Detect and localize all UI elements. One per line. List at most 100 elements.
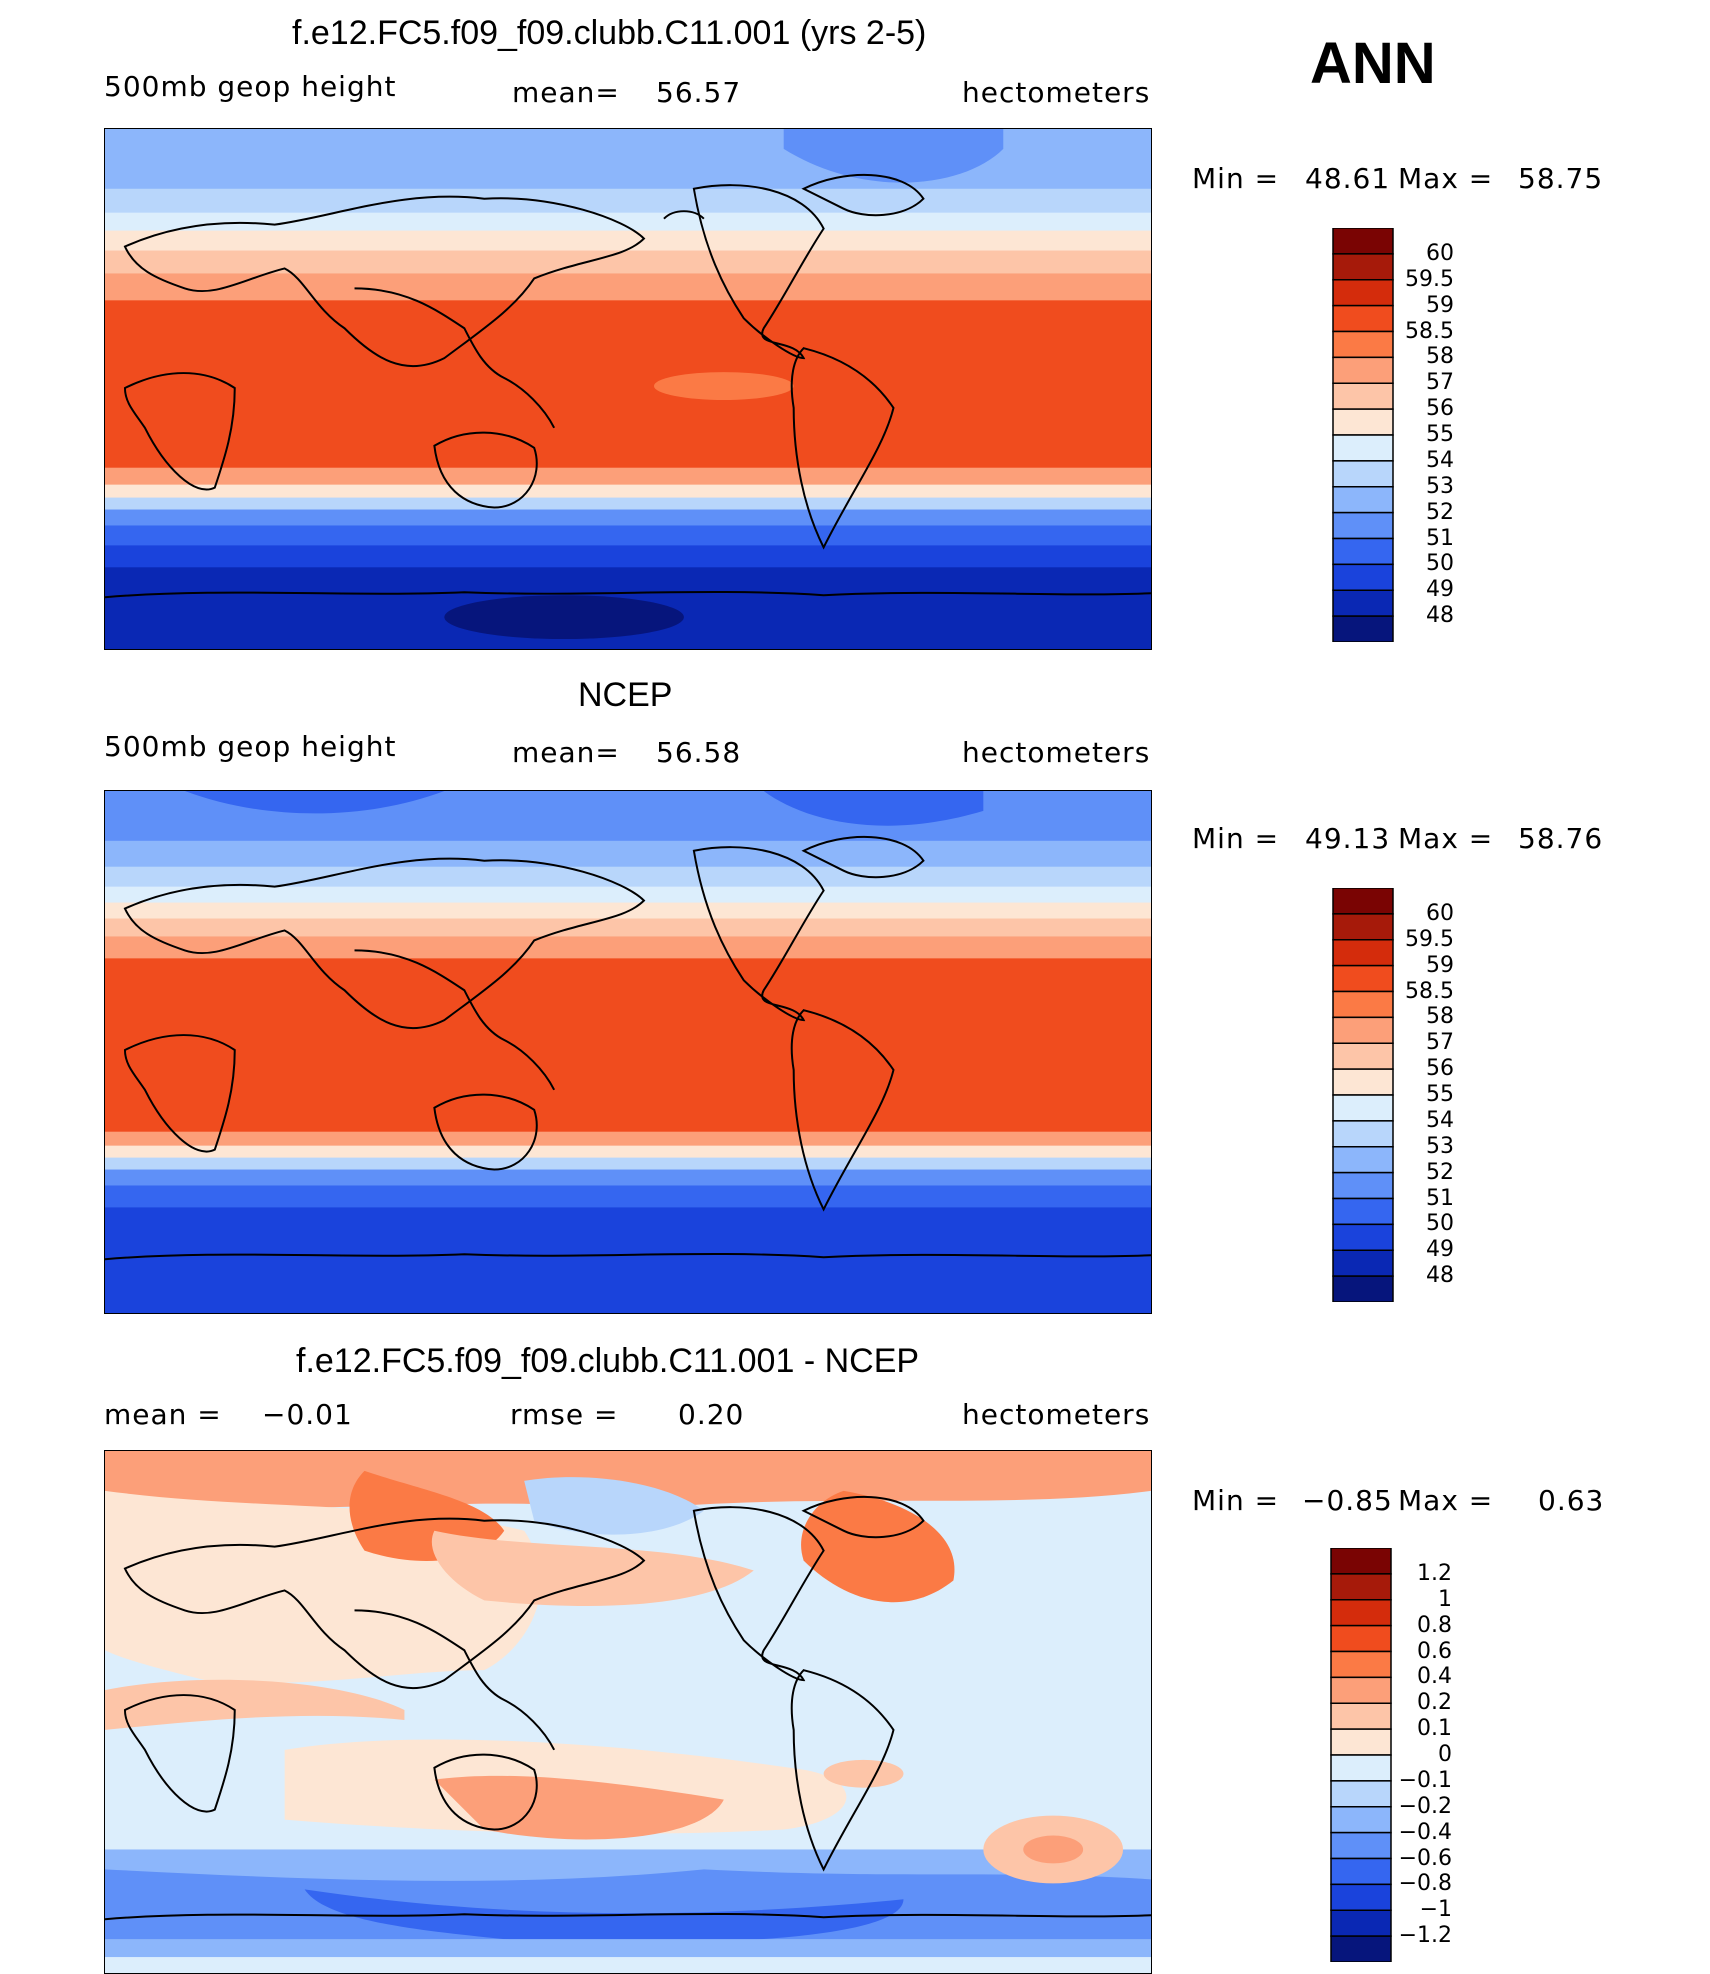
colorbar-swatch bbox=[1332, 382, 1394, 410]
colorbar-tick-label: 55 bbox=[1426, 1082, 1454, 1107]
colorbar-tick-label: 51 bbox=[1426, 525, 1454, 551]
colorbar-swatch bbox=[1330, 1806, 1392, 1834]
colorbar-swatch bbox=[1332, 408, 1394, 436]
colorbar-tick-label: 52 bbox=[1426, 499, 1454, 525]
panel-2-mean-label: mean= bbox=[512, 736, 620, 769]
colorbar-swatch bbox=[1332, 1016, 1394, 1044]
colorbar-tick-label: 59.5 bbox=[1405, 266, 1454, 292]
panel-1-mean-label: mean= bbox=[512, 76, 620, 109]
colorbar-tick-label: 51 bbox=[1426, 1185, 1454, 1211]
panel-3-colorbar bbox=[1330, 1548, 1392, 1962]
panel-2-max-label: Max = bbox=[1398, 822, 1494, 855]
colorbar-tick-label: 58 bbox=[1426, 344, 1454, 370]
colorbar-swatch bbox=[1332, 1042, 1394, 1070]
colorbar-tick-label: 58.5 bbox=[1405, 318, 1454, 344]
colorbar-tick-label: 58 bbox=[1426, 1004, 1454, 1030]
panel-3-title: f.e12.FC5.f09_f09.clubb.C11.001 - NCEP bbox=[296, 1342, 920, 1380]
colorbar-tick-label: −0.6 bbox=[1398, 1845, 1452, 1871]
panel-3-min-value: −0.85 bbox=[1302, 1484, 1393, 1517]
colorbar-swatch bbox=[1332, 356, 1394, 384]
panel-2-min-label: Min = bbox=[1192, 822, 1280, 855]
colorbar-swatch bbox=[1332, 964, 1394, 993]
panel-2-contour-fill bbox=[105, 791, 1151, 1313]
colorbar-swatch bbox=[1330, 1754, 1392, 1782]
colorbar-swatch bbox=[1332, 1068, 1394, 1096]
panel-3-rmse-label: rmse = bbox=[510, 1398, 619, 1431]
colorbar-tick-label: 59.5 bbox=[1405, 926, 1454, 952]
colorbar-tick-label: 60 bbox=[1426, 900, 1454, 926]
colorbar-swatch bbox=[1332, 939, 1394, 967]
colorbar-swatch bbox=[1332, 1171, 1394, 1200]
colorbar-tick-label: 52 bbox=[1426, 1159, 1454, 1185]
colorbar-tick-label: 55 bbox=[1426, 422, 1454, 447]
colorbar-swatch bbox=[1330, 1831, 1392, 1860]
colorbar-tick-label: 59 bbox=[1426, 292, 1454, 318]
panel-2-min-value: 49.13 bbox=[1305, 822, 1391, 855]
colorbar-swatch bbox=[1330, 1883, 1392, 1911]
colorbar-swatch bbox=[1332, 1146, 1394, 1174]
panel-3-units: hectometers bbox=[962, 1398, 1151, 1431]
panel-1-min-label: Min = bbox=[1192, 162, 1280, 195]
colorbar-tick-label: 57 bbox=[1426, 1030, 1454, 1056]
panel-1-coastlines bbox=[105, 173, 1151, 599]
colorbar-swatch bbox=[1332, 589, 1394, 617]
colorbar-swatch bbox=[1330, 1650, 1392, 1679]
colorbar-swatch bbox=[1330, 1909, 1392, 1937]
panel-3-max-label: Max = bbox=[1398, 1484, 1494, 1517]
panel-2-title: NCEP bbox=[578, 676, 673, 714]
panel-3-contour-fill bbox=[105, 1451, 1151, 1973]
colorbar-tick-label: −0.2 bbox=[1398, 1793, 1452, 1819]
colorbar-swatch bbox=[1332, 228, 1394, 255]
panel-2-map-svg bbox=[105, 791, 1151, 1313]
colorbar-swatch bbox=[1330, 1548, 1392, 1575]
colorbar-swatch bbox=[1332, 304, 1394, 333]
colorbar-swatch bbox=[1332, 1197, 1394, 1226]
panel-1-min-value: 48.61 bbox=[1305, 162, 1391, 195]
colorbar-swatch bbox=[1330, 1935, 1392, 1962]
colorbar-swatch bbox=[1330, 1599, 1392, 1627]
colorbar-swatch bbox=[1332, 1223, 1394, 1251]
colorbar-tick-label: 48 bbox=[1426, 603, 1454, 629]
colorbar-tick-label: −1.2 bbox=[1398, 1923, 1452, 1949]
panel-2-colorbar bbox=[1332, 888, 1394, 1302]
colorbar-swatch bbox=[1332, 1275, 1394, 1302]
colorbar-tick-label: 50 bbox=[1426, 551, 1454, 577]
colorbar-swatch bbox=[1332, 888, 1394, 915]
panel-3-min-label: Min = bbox=[1192, 1484, 1280, 1517]
colorbar-tick-label: 54 bbox=[1426, 1107, 1454, 1133]
panel-1-map bbox=[104, 128, 1152, 650]
colorbar-tick-label: 49 bbox=[1426, 1237, 1454, 1263]
colorbar-tick-label: −0.1 bbox=[1398, 1767, 1452, 1793]
panel-1-colorbar-svg bbox=[1332, 228, 1394, 642]
colorbar-tick-label: 48 bbox=[1426, 1263, 1454, 1289]
colorbar-tick-label: 0.2 bbox=[1417, 1690, 1452, 1716]
panel-2-mean-value: 56.58 bbox=[656, 736, 742, 769]
panel-3-map bbox=[104, 1450, 1152, 1974]
panel-1-max-value: 58.75 bbox=[1518, 162, 1604, 195]
panel-1-max-label: Max = bbox=[1398, 162, 1494, 195]
panel-3-colorbar-svg bbox=[1330, 1548, 1392, 1962]
colorbar-tick-label: −0.4 bbox=[1398, 1819, 1452, 1845]
panel-1-units: hectometers bbox=[962, 76, 1151, 109]
colorbar-tick-label: 0.1 bbox=[1417, 1716, 1452, 1742]
season-label: ANN bbox=[1310, 31, 1436, 96]
panel-2-variable-label: 500mb geop height bbox=[104, 730, 397, 763]
panel-1-mean-value: 56.57 bbox=[656, 76, 742, 109]
panel-3-map-svg bbox=[105, 1451, 1151, 1973]
colorbar-tick-label: 57 bbox=[1426, 370, 1454, 396]
colorbar-swatch bbox=[1332, 486, 1394, 514]
colorbar-swatch bbox=[1332, 1120, 1394, 1148]
colorbar-swatch bbox=[1332, 990, 1394, 1019]
colorbar-tick-label: −0.8 bbox=[1398, 1871, 1452, 1897]
colorbar-tick-label: 56 bbox=[1426, 1056, 1454, 1082]
colorbar-swatch bbox=[1332, 253, 1394, 281]
panel-2-max-value: 58.76 bbox=[1518, 822, 1604, 855]
colorbar-tick-label: −1 bbox=[1419, 1897, 1452, 1923]
colorbar-tick-label: 50 bbox=[1426, 1211, 1454, 1237]
panel-3-coastlines bbox=[105, 1495, 1151, 1921]
colorbar-tick-label: 1 bbox=[1438, 1586, 1452, 1612]
panel-2-colorbar-svg bbox=[1332, 888, 1394, 1302]
colorbar-swatch bbox=[1332, 511, 1394, 540]
colorbar-tick-label: 60 bbox=[1426, 240, 1454, 266]
colorbar-tick-label: 0.8 bbox=[1417, 1612, 1452, 1638]
